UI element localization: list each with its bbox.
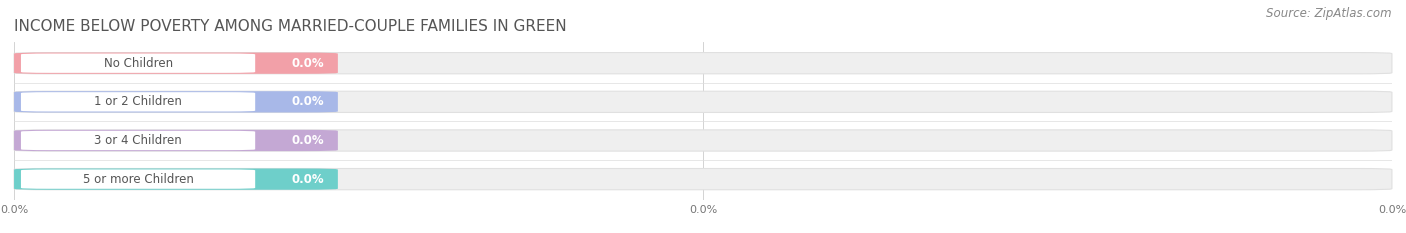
FancyBboxPatch shape	[21, 131, 256, 150]
Text: 0.0%: 0.0%	[291, 173, 323, 186]
Text: 0.0%: 0.0%	[291, 134, 323, 147]
FancyBboxPatch shape	[21, 92, 256, 112]
Text: INCOME BELOW POVERTY AMONG MARRIED-COUPLE FAMILIES IN GREEN: INCOME BELOW POVERTY AMONG MARRIED-COUPL…	[14, 19, 567, 34]
Text: 0.0%: 0.0%	[291, 95, 323, 108]
Text: Source: ZipAtlas.com: Source: ZipAtlas.com	[1267, 7, 1392, 20]
FancyBboxPatch shape	[14, 53, 1392, 74]
FancyBboxPatch shape	[14, 53, 337, 74]
FancyBboxPatch shape	[14, 91, 337, 113]
FancyBboxPatch shape	[14, 168, 337, 190]
Text: 0.0%: 0.0%	[291, 57, 323, 70]
FancyBboxPatch shape	[14, 130, 1392, 151]
Text: No Children: No Children	[104, 57, 173, 70]
FancyBboxPatch shape	[21, 169, 256, 189]
Text: 1 or 2 Children: 1 or 2 Children	[94, 95, 181, 108]
Text: 5 or more Children: 5 or more Children	[83, 173, 194, 186]
Text: 3 or 4 Children: 3 or 4 Children	[94, 134, 181, 147]
FancyBboxPatch shape	[21, 54, 256, 73]
FancyBboxPatch shape	[14, 130, 337, 151]
FancyBboxPatch shape	[14, 91, 1392, 113]
FancyBboxPatch shape	[14, 168, 1392, 190]
